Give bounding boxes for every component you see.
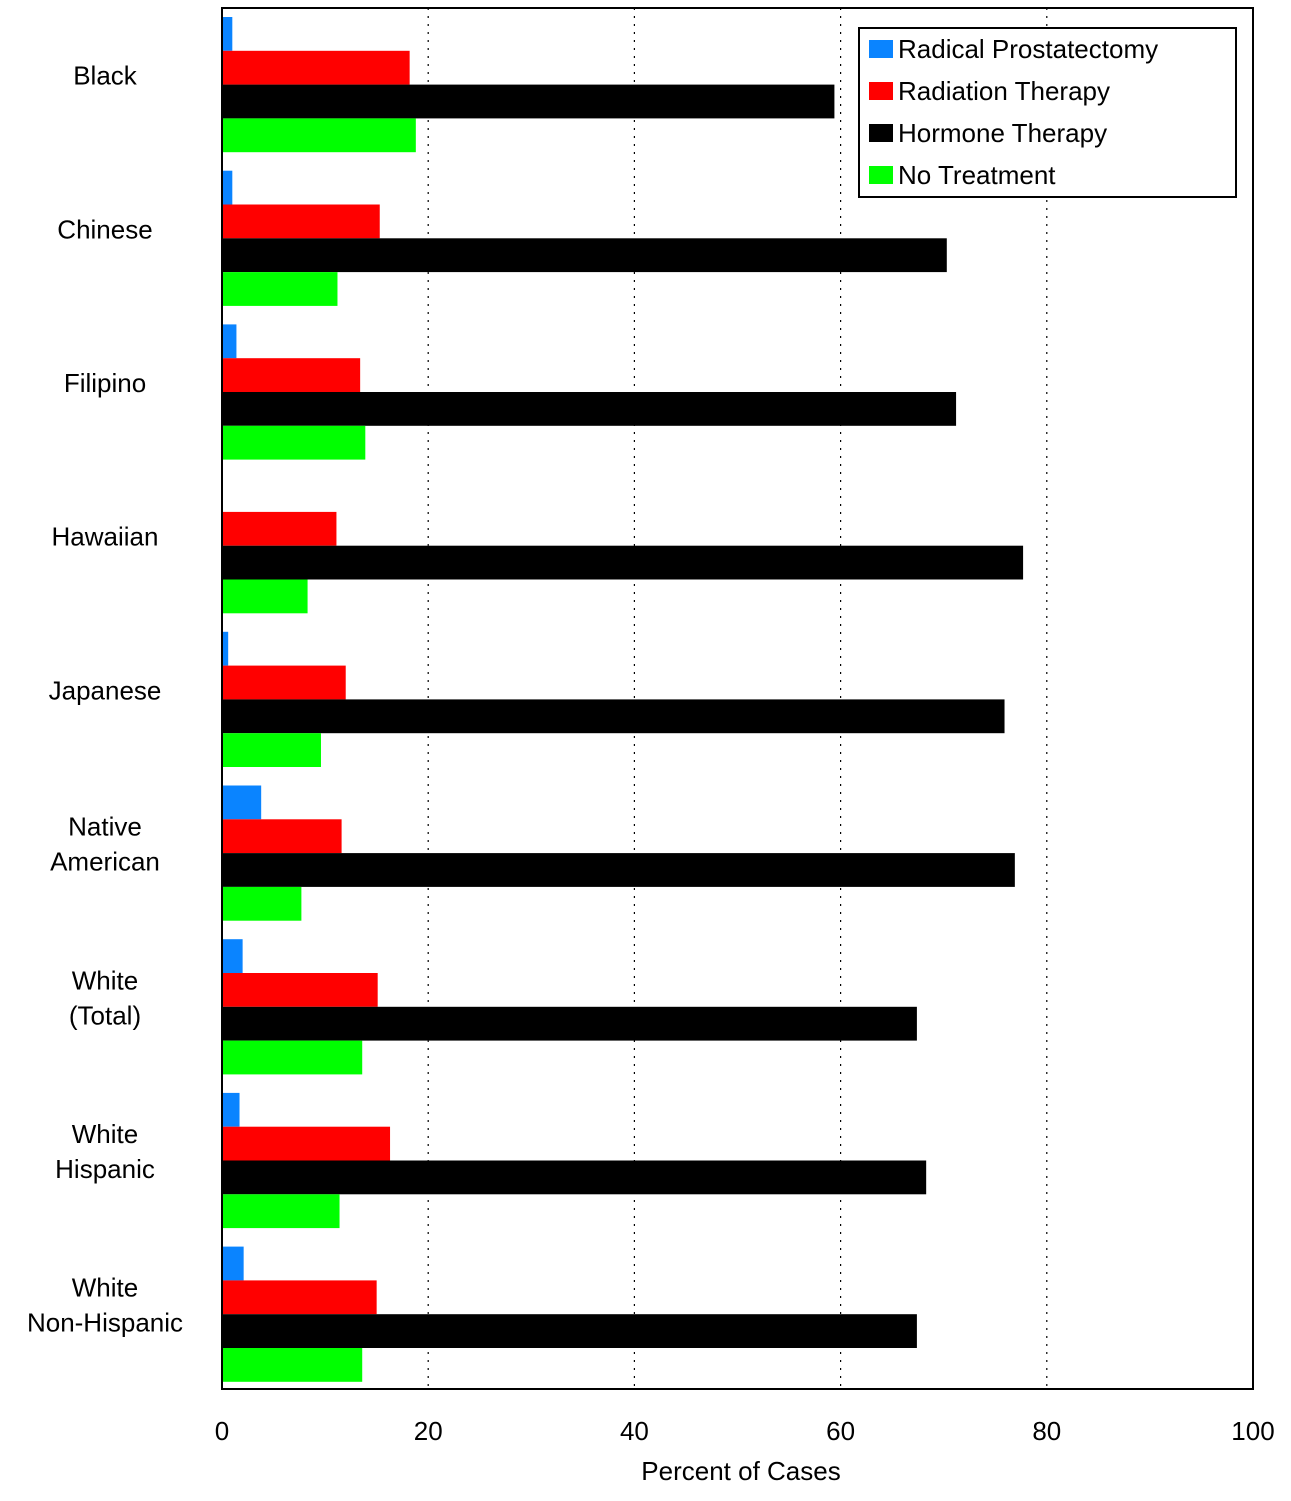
bar-black-radiation-therapy (222, 50, 410, 85)
category-label-native-american: Native American (50, 812, 160, 877)
legend-label-hormone-therapy: Hormone Therapy (898, 118, 1107, 148)
x-tick-label-60: 60 (826, 1416, 855, 1446)
legend-swatch-radical-prostatectomy (869, 40, 893, 58)
legend-swatch-radiation-therapy (869, 82, 893, 100)
bar-native-american-hormone-therapy (222, 853, 1015, 887)
bar-white-total-no-treatment (222, 1040, 363, 1075)
category-label-white-non-hispanic: White Non-Hispanic (27, 1273, 183, 1338)
bar-black-hormone-therapy (222, 84, 835, 119)
bar-hawaiian-radiation-therapy (222, 511, 337, 546)
category-label-japanese: Japanese (49, 675, 162, 705)
x-tick-label-40: 40 (620, 1416, 649, 1446)
category-label-white-total: White (Total) (69, 965, 141, 1030)
bar-japanese-radiation-therapy (222, 665, 346, 700)
category-labels: Black Chinese Filipino Hawaiian Japanese Nati… (27, 61, 183, 1338)
bar-chinese-hormone-therapy (222, 238, 947, 273)
bar-native-american-no-treatment (222, 886, 302, 921)
bar-white-non-hispanic-radical-prostatectomy (222, 1246, 244, 1281)
legend-label-radical-prostatectomy: Radical Prostatectomy (898, 34, 1158, 64)
x-tick-label-20: 20 (414, 1416, 443, 1446)
legend-box (858, 27, 1237, 198)
bar-white-non-hispanic-no-treatment (222, 1348, 363, 1382)
x-tick-label-100: 100 (1231, 1416, 1274, 1446)
bar-white-hispanic-radical-prostatectomy (222, 1092, 240, 1127)
bar-chinese-radical-prostatectomy (222, 170, 233, 205)
category-label-chinese: Chinese (57, 214, 152, 244)
legend-label-no-treatment: No Treatment (898, 160, 1056, 190)
bar-japanese-radical-prostatectomy (222, 631, 229, 666)
bar-filipino-radiation-therapy (222, 358, 361, 392)
category-label-black: Black (73, 61, 138, 91)
bar-hawaiian-hormone-therapy (222, 545, 1024, 580)
legend: Radical Prostatectomy Radiation Therapy Ho… (858, 27, 1237, 198)
bar-filipino-hormone-therapy (222, 392, 957, 426)
bar-white-total-radiation-therapy (222, 973, 378, 1007)
bar-white-non-hispanic-radiation-therapy (222, 1280, 377, 1315)
category-label-filipino: Filipino (64, 368, 146, 398)
bar-white-hispanic-radiation-therapy (222, 1126, 391, 1161)
bar-japanese-hormone-therapy (222, 699, 1005, 734)
x-tick-label-0: 0 (215, 1416, 229, 1446)
bar-white-hispanic-hormone-therapy (222, 1160, 927, 1195)
bar-filipino-no-treatment (222, 425, 366, 460)
bar-white-total-radical-prostatectomy (222, 939, 243, 973)
legend-swatch-no-treatment (869, 166, 893, 184)
category-label-hawaiian: Hawaiian (52, 522, 159, 552)
legend-label-radiation-therapy: Radiation Therapy (898, 76, 1110, 106)
bar-white-total-hormone-therapy (222, 1006, 917, 1041)
bar-native-american-radiation-therapy (222, 819, 342, 854)
bar-chinese-radiation-therapy (222, 204, 380, 239)
legend-swatch-hormone-therapy (869, 124, 893, 142)
bar-white-non-hispanic-hormone-therapy (222, 1314, 917, 1348)
plot-frame (221, 7, 1254, 1390)
bar-white-hispanic-no-treatment (222, 1194, 340, 1229)
x-tick-labels: 0 20 40 60 80 100 (215, 1416, 1275, 1446)
bar-black-radical-prostatectomy (222, 17, 233, 51)
bar-black-no-treatment (222, 118, 416, 153)
bar-hawaiian-no-treatment (222, 579, 308, 614)
x-axis-label: Percent of Cases (641, 1456, 840, 1486)
bars (222, 17, 1024, 1382)
bar-japanese-no-treatment (222, 733, 321, 767)
x-tick-label-80: 80 (1032, 1416, 1061, 1446)
bar-chinese-no-treatment (222, 272, 338, 306)
bar-filipino-radical-prostatectomy (222, 324, 237, 359)
bar-native-american-radical-prostatectomy (222, 785, 262, 820)
category-label-white-hispanic: White Hispanic (55, 1119, 155, 1184)
